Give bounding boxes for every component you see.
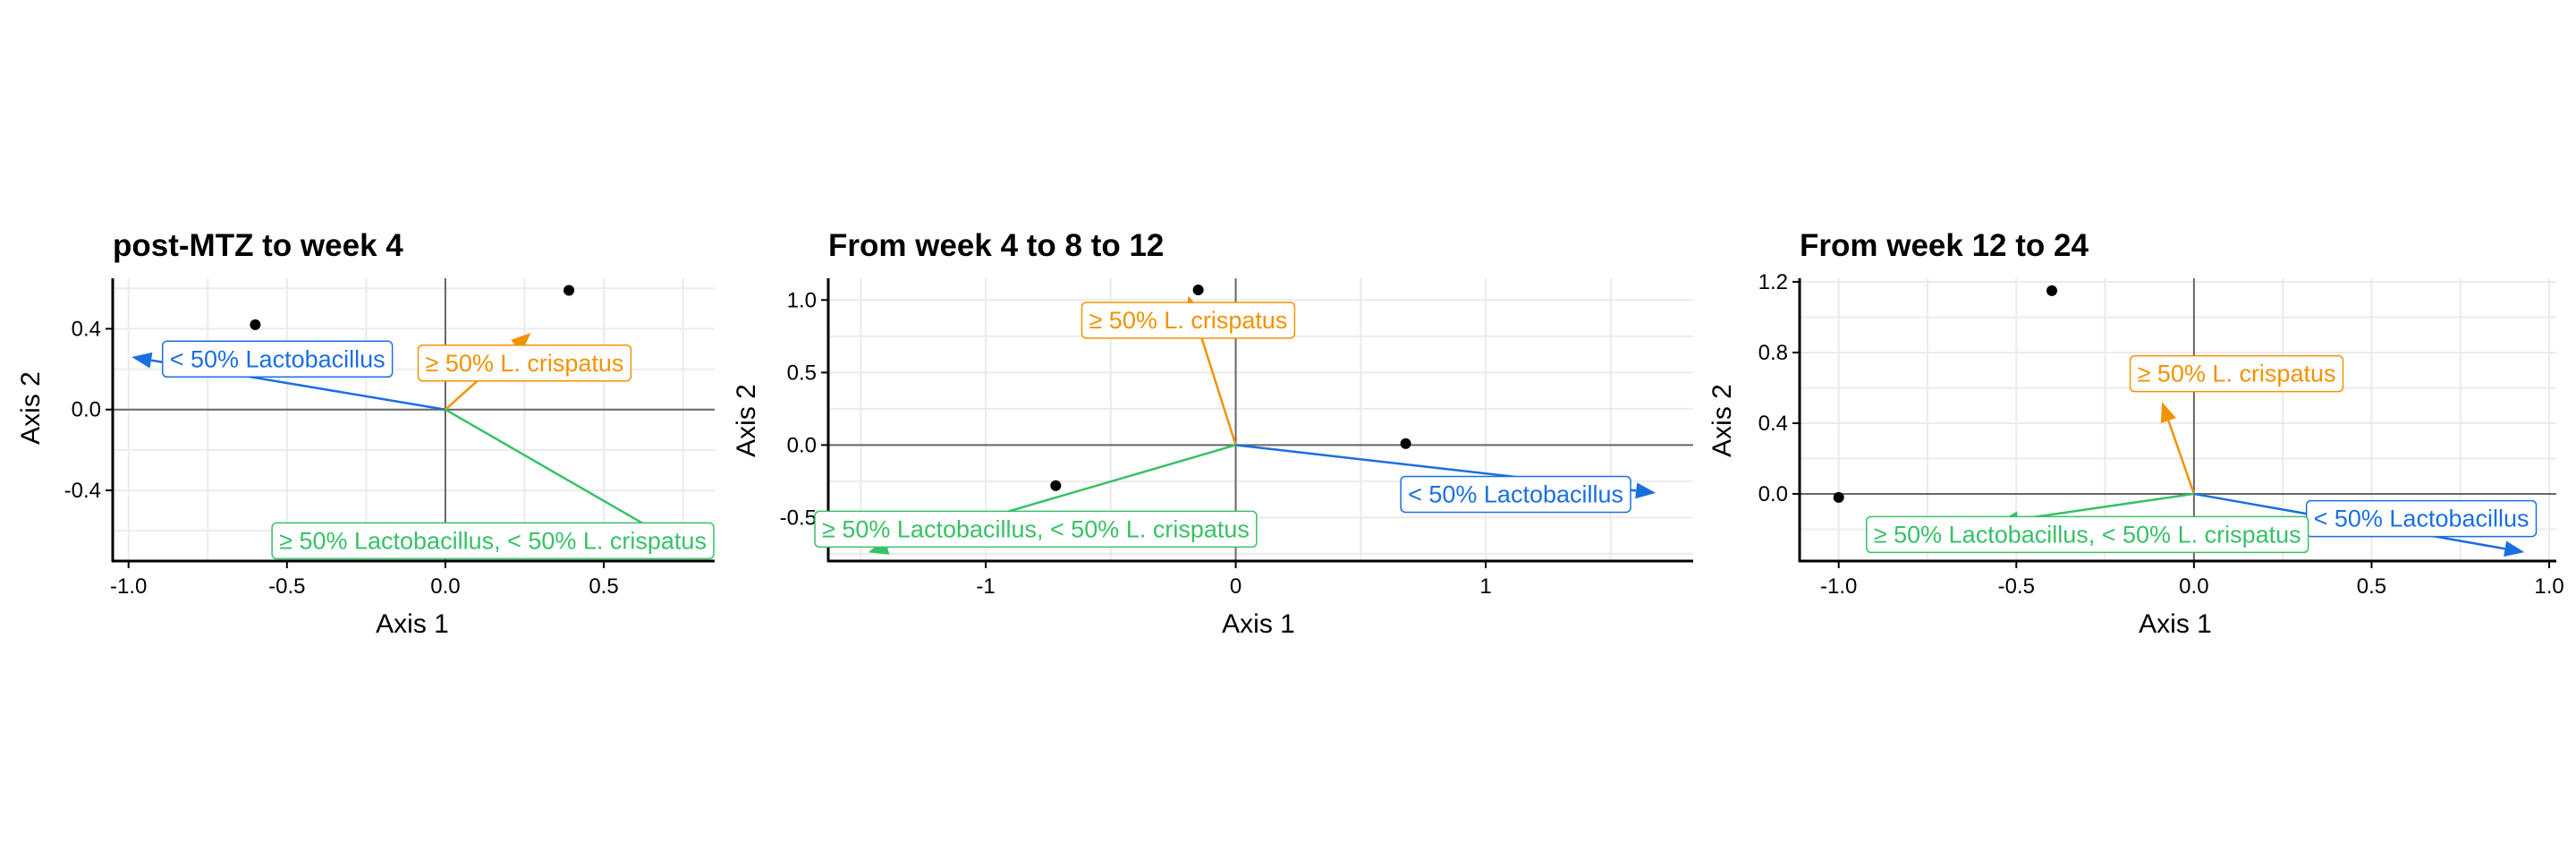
y-tick-label: -0.4 xyxy=(64,479,101,503)
y-tick-label: 1.2 xyxy=(1758,270,1788,294)
y-tick-label: 0.0 xyxy=(72,398,101,422)
x-axis-label: Axis 1 xyxy=(376,609,449,639)
data-point xyxy=(1050,480,1062,491)
data-point xyxy=(1400,438,1411,449)
panel-title: From week 4 to 8 to 12 xyxy=(828,228,1164,263)
vector-label-text: < 50% Lactobacillus xyxy=(2314,506,2529,532)
plot-area xyxy=(1800,278,2556,561)
vector-label-box xyxy=(417,344,632,382)
x-tick-label: 0.0 xyxy=(2179,574,2208,599)
y-tick-label: -0.5 xyxy=(780,506,817,530)
vector-arrow-head xyxy=(1635,482,1657,499)
panel-title: post-MTZ to week 4 xyxy=(113,228,403,263)
x-tick-label: 0.5 xyxy=(589,574,618,599)
y-tick-label: 0.4 xyxy=(1758,412,1788,436)
y-axis-label: Axis 2 xyxy=(1707,384,1737,457)
y-tick-label: 0.0 xyxy=(1758,482,1788,506)
y-tick-label: 0.0 xyxy=(787,433,817,457)
vector-label-text: ≥ 50% Lactobacillus, < 50% L. crispatus xyxy=(822,515,1250,542)
x-tick-label: -0.5 xyxy=(268,574,305,599)
y-tick-label: 0.5 xyxy=(787,361,817,385)
x-tick-label: 0 xyxy=(1230,574,1241,599)
data-point xyxy=(1192,284,1204,295)
y-axis-label: Axis 2 xyxy=(16,371,46,445)
vector-label-box xyxy=(1080,302,1296,339)
vector-label: ≥ 50% Lactobacillus, < 50% L. crispatus xyxy=(271,522,715,560)
vector-label-text: ≥ 50% L. crispatus xyxy=(2138,361,2336,387)
vector-label: < 50% Lactobacillus xyxy=(2305,499,2538,538)
y-axis-label: Axis 2 xyxy=(732,384,761,457)
vector-label-box xyxy=(271,522,715,560)
vector-label-text: ≥ 50% L. crispatus xyxy=(426,350,624,377)
data-point xyxy=(1833,491,1844,503)
vector-label-box xyxy=(1866,515,2309,554)
vector-label-text: ≥ 50% Lactobacillus, < 50% L. crispatus xyxy=(279,527,707,554)
vector-label: < 50% Lactobacillus xyxy=(161,340,394,378)
panel-week-12-to-24: From week 12 to 24 Axis 1 Axis 2 -1.0 -0.… xyxy=(1707,228,2564,639)
panel-title: From week 12 to 24 xyxy=(1800,228,2089,263)
vector-label-box xyxy=(2129,354,2344,393)
vector-label: ≥ 50% Lactobacillus, < 50% L. crispatus xyxy=(1866,515,2309,554)
plot-area xyxy=(113,278,715,561)
vector-arrow-head xyxy=(131,352,153,369)
x-axis-label: Axis 1 xyxy=(2139,609,2212,639)
data-point xyxy=(564,285,575,296)
data-point xyxy=(2046,285,2057,296)
data-point xyxy=(250,319,261,330)
vector-label: < 50% Lactobacillus xyxy=(1400,475,1631,514)
vector-label: ≥ 50% L. crispatus xyxy=(417,344,632,382)
vector-arrow-line xyxy=(2018,492,2195,521)
panel-post-mtz-to-week-4: post-MTZ to week 4 Axis 1 Axis 2 -1.0 -0.… xyxy=(16,228,715,639)
vector-arrow-line xyxy=(445,408,661,534)
x-tick-label: 1.0 xyxy=(2534,574,2563,599)
x-tick-label: -1 xyxy=(976,574,995,599)
y-tick-label: 0.4 xyxy=(72,317,101,341)
vector-arrow-head xyxy=(511,332,531,353)
x-tick-label: 0.0 xyxy=(430,574,460,599)
vector-label-text: < 50% Lactobacillus xyxy=(1408,481,1623,507)
y-tick-label: 0.8 xyxy=(1758,341,1788,365)
x-tick-label: -1.0 xyxy=(1820,574,1857,599)
vector-label-text: ≥ 50% Lactobacillus, < 50% L. crispatus xyxy=(1874,521,2301,548)
vector-label-box xyxy=(1400,475,1631,514)
vector-arrow-head xyxy=(2504,540,2525,557)
vector-arrow-head xyxy=(2160,402,2176,423)
panel-week-4-to-8-to-12: From week 4 to 8 to 12 Axis 1 Axis 2 -1 0… xyxy=(732,228,1693,639)
x-axis-label: Axis 1 xyxy=(1222,609,1295,639)
vector-label: ≥ 50% Lactobacillus, < 50% L. crispatus xyxy=(814,510,1258,549)
vector-label-box xyxy=(814,510,1258,549)
vector-label-text: ≥ 50% L. crispatus xyxy=(1089,307,1287,334)
x-tick-label: 1 xyxy=(1479,574,1491,599)
x-tick-label: -0.5 xyxy=(1998,574,2035,599)
vector-label: ≥ 50% L. crispatus xyxy=(1080,302,1296,339)
vector-arrow-line xyxy=(2167,420,2196,495)
y-tick-label: 1.0 xyxy=(787,288,817,312)
vector-label: ≥ 50% L. crispatus xyxy=(2129,354,2344,393)
x-tick-label: 0.5 xyxy=(2357,574,2386,599)
vector-label-box xyxy=(161,340,394,378)
x-tick-label: -1.0 xyxy=(110,574,147,599)
vector-label-text: < 50% Lactobacillus xyxy=(170,345,386,372)
